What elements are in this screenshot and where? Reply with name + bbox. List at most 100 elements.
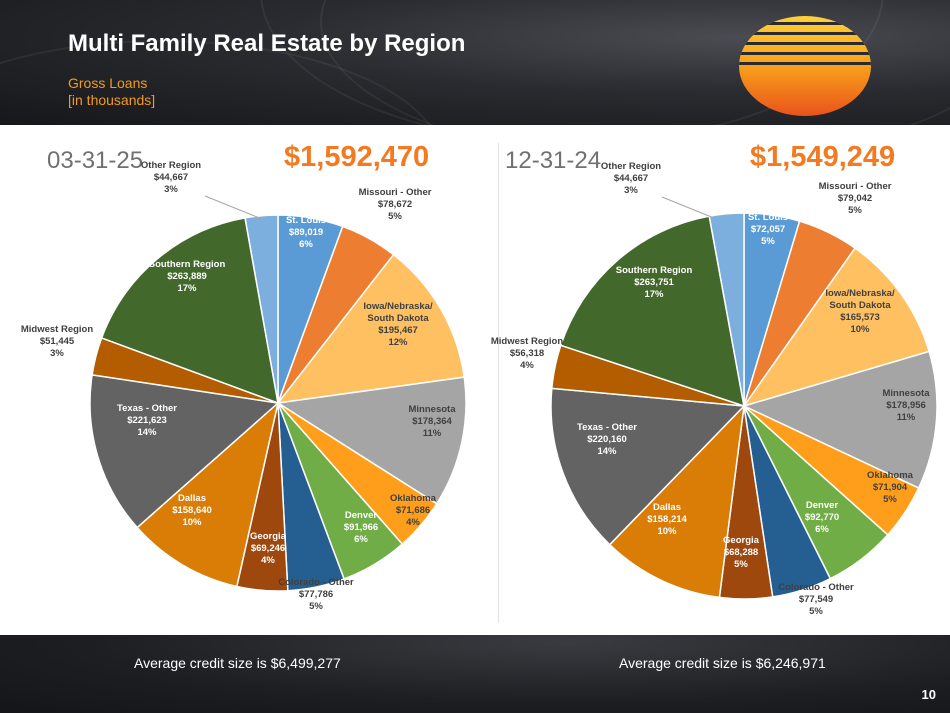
slice-value: $220,160 <box>587 434 627 445</box>
subtitle-line-2: [in thousands] <box>68 92 156 108</box>
slice-name: Other Region <box>141 160 201 171</box>
slice-percent: 5% <box>848 205 862 216</box>
slice-percent: 5% <box>761 236 775 247</box>
slice-name: Georgia <box>723 535 760 546</box>
date-label-q1-2025: 03-31-25 <box>47 147 144 174</box>
slice-percent: 5% <box>734 559 748 570</box>
slice-name: South Dakota <box>367 313 429 324</box>
subtitle-line-1: Gross Loans <box>68 75 148 91</box>
slice-percent: 14% <box>137 427 157 438</box>
slice-value: $56,318 <box>510 348 544 359</box>
page-subtitle: Gross Loans [in thousands] <box>68 75 155 109</box>
pie-slice-texas-other <box>89 373 280 529</box>
slice-value: $71,686 <box>396 505 430 516</box>
date-label-q4-2024: 12-31-24 <box>505 147 602 174</box>
slice-percent: 6% <box>354 534 368 545</box>
slice-name: Texas - Other <box>117 403 177 414</box>
slice-percent: 6% <box>299 239 313 250</box>
slice-value: $77,786 <box>299 589 333 600</box>
slice-percent: 11% <box>897 412 916 423</box>
slice-name: Texas - Other <box>577 422 637 433</box>
pie-slice-southern-region <box>559 215 745 408</box>
slice-name: Minnesota <box>883 388 931 399</box>
pie-slices <box>550 212 938 600</box>
pie-slice-dallas <box>136 400 280 588</box>
slice-value: $178,364 <box>412 416 452 427</box>
slice-value: $69,246 <box>251 543 285 554</box>
slice-name: Midwest Region <box>21 324 94 335</box>
slice-percent: 3% <box>50 348 64 359</box>
slice-value: $91,966 <box>344 522 378 533</box>
leader-line <box>204 195 263 220</box>
slice-percent: 12% <box>388 337 408 348</box>
slice-value: $79,042 <box>838 193 872 204</box>
slice-value: $221,623 <box>127 415 167 426</box>
pie-slice-iowa-nebraska-south-dakota <box>742 247 931 408</box>
average-credit-note-q4-2024: Average credit size is $6,246,971 <box>619 655 826 671</box>
slice-name: Iowa/Nebraska/ <box>825 288 895 299</box>
slice-value: $68,288 <box>724 547 758 558</box>
pie-slice-southern-region <box>100 217 279 405</box>
slice-value: $71,904 <box>873 482 908 493</box>
slice-value: $263,751 <box>634 277 674 288</box>
slice-percent: 5% <box>809 606 823 617</box>
slice-percent: 11% <box>423 428 442 439</box>
pie-slice-dallas <box>608 403 746 599</box>
slice-name: Southern Region <box>616 265 693 276</box>
slice-name: St. Louis <box>286 215 326 226</box>
slice-value: $72,057 <box>751 224 785 235</box>
slice-value: $44,667 <box>614 173 648 184</box>
slice-name: Dallas <box>653 502 681 513</box>
footer-bar <box>0 635 950 713</box>
total-label-q1-2025: $1,592,470 <box>284 141 430 173</box>
slice-name: St. Louis <box>748 212 788 223</box>
slice-percent: 6% <box>815 524 829 535</box>
slice-name: Dallas <box>178 493 206 504</box>
slice-value: $165,573 <box>840 312 880 323</box>
slice-value: $195,467 <box>378 325 418 336</box>
slice-percent: 10% <box>850 324 870 335</box>
slice-name: Midwest Region <box>491 336 564 347</box>
slice-name: Georgia <box>250 531 287 542</box>
slice-percent: 10% <box>182 517 202 528</box>
slice-name: Southern Region <box>149 259 226 270</box>
slice-name: Colorado - Other <box>778 582 854 593</box>
slice-percent: 17% <box>644 289 664 300</box>
slice-name: South Dakota <box>829 300 891 311</box>
average-credit-note-q1-2025: Average credit size is $6,499,277 <box>134 655 341 671</box>
slice-value: $158,214 <box>647 514 687 525</box>
slice-name: Missouri - Other <box>819 181 892 192</box>
slice-name: Oklahoma <box>390 493 437 504</box>
slice-name: Missouri - Other <box>359 187 432 198</box>
slice-percent: 5% <box>388 211 402 222</box>
company-logo <box>739 16 871 116</box>
slice-value: $78,672 <box>378 199 412 210</box>
leader-line <box>661 196 715 219</box>
slice-value: $89,019 <box>289 227 323 238</box>
slice-percent: 3% <box>164 184 178 195</box>
chart-divider <box>498 143 499 623</box>
slice-value: $263,889 <box>167 271 207 282</box>
pie-slice-minnesota <box>741 350 938 490</box>
